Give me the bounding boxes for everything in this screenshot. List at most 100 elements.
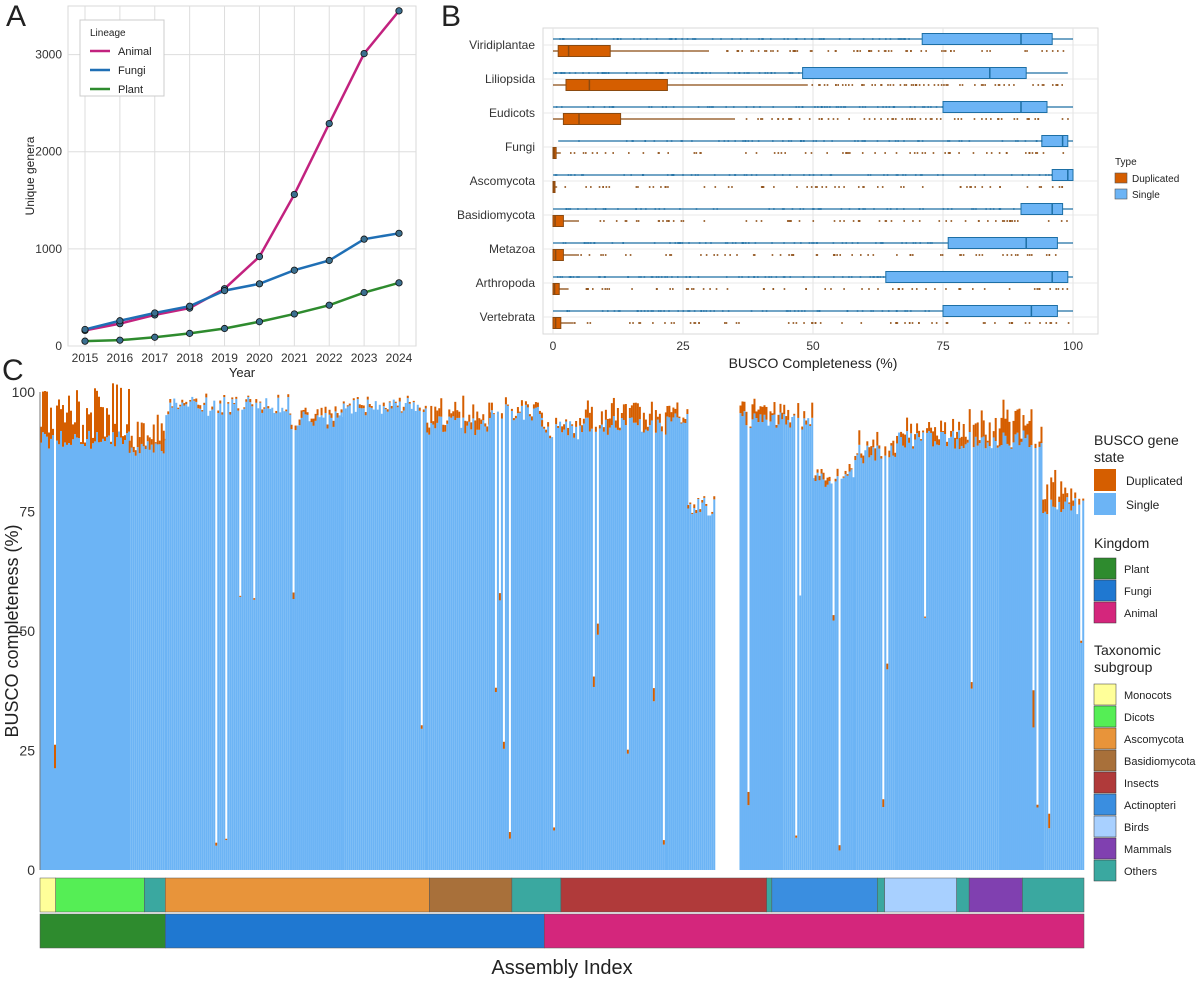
bar-single [940, 431, 943, 870]
outlier-single [894, 140, 897, 142]
bar-single [203, 404, 206, 870]
outlier-duplicated [900, 186, 902, 188]
bar-duplicated [793, 413, 796, 416]
outlier-single [604, 208, 607, 210]
bar-single [253, 599, 256, 870]
outlier-single [904, 174, 907, 176]
bar-single [128, 452, 131, 870]
bar-single [207, 415, 210, 870]
outlier-single [869, 276, 872, 278]
bar-duplicated [227, 402, 230, 404]
outlier-duplicated [958, 152, 960, 154]
outlier-duplicated [899, 84, 902, 86]
outlier-single [1001, 140, 1004, 142]
outlier-single [837, 106, 840, 108]
bar-duplicated [456, 410, 459, 418]
outlier-duplicated [627, 152, 630, 154]
bar-single [866, 445, 869, 870]
outlier-single [640, 208, 642, 210]
bar-duplicated [844, 470, 847, 475]
outlier-single [603, 276, 606, 278]
bar-single [245, 401, 248, 870]
outlier-single [1045, 174, 1047, 176]
bar-duplicated [1044, 499, 1047, 512]
outlier-duplicated [971, 288, 974, 290]
outlier-duplicated [731, 186, 733, 188]
outlier-single [647, 310, 649, 312]
bar-duplicated [638, 406, 641, 420]
outlier-single [883, 174, 885, 176]
outlier-single [644, 140, 647, 142]
bar-single [462, 417, 465, 870]
outlier-single [693, 310, 696, 312]
legend-swatch [1093, 815, 1117, 838]
bar-single [42, 432, 44, 870]
bar-single [500, 418, 503, 870]
outlier-single [803, 310, 806, 312]
bar-duplicated [78, 401, 80, 439]
outlier-duplicated [789, 50, 791, 52]
outlier-duplicated [986, 50, 988, 52]
bar-duplicated [848, 464, 851, 472]
bar-single [261, 412, 264, 870]
outlier-duplicated [600, 254, 602, 256]
bar-duplicated [189, 399, 192, 402]
bar-single [986, 442, 989, 870]
bar-duplicated [697, 498, 700, 499]
bar-single [422, 411, 425, 870]
bar-duplicated [1000, 417, 1003, 446]
outlier-duplicated [752, 254, 755, 256]
bar-single [658, 422, 661, 870]
outlier-single [725, 276, 728, 278]
bar-single [676, 417, 679, 870]
outlier-duplicated [790, 118, 793, 120]
bar-single [926, 432, 929, 870]
bar-single [50, 438, 52, 870]
bar-single [498, 600, 501, 870]
outlier-duplicated [870, 50, 873, 52]
outlier-duplicated [1024, 50, 1026, 52]
subgroup-strip-segment [766, 877, 773, 913]
outlier-single [787, 310, 789, 312]
outlier-single [734, 174, 736, 176]
outlier-single [577, 208, 579, 210]
outlier-duplicated [635, 220, 638, 222]
bar-single [120, 437, 122, 870]
y-tick-label: 75 [19, 504, 35, 520]
bar-duplicated [199, 405, 202, 409]
outlier-duplicated [725, 322, 728, 324]
bar-single [92, 443, 94, 870]
x-tick-label: 2024 [386, 351, 413, 365]
bar-duplicated [520, 400, 523, 406]
outlier-duplicated [716, 254, 719, 256]
outlier-duplicated [973, 118, 976, 120]
bar-duplicated [494, 687, 497, 693]
bar-duplicated [801, 426, 804, 430]
bar-single [488, 417, 491, 870]
bar-single [1068, 503, 1071, 870]
outlier-single [597, 72, 599, 74]
outlier-single [592, 106, 595, 108]
outlier-duplicated [1016, 118, 1019, 120]
outlier-single [635, 208, 638, 210]
bar-single [890, 445, 893, 870]
bar-duplicated [658, 413, 661, 423]
bar-single [356, 399, 359, 870]
bar-duplicated [876, 431, 879, 446]
outlier-duplicated [1055, 84, 1057, 86]
bar-duplicated [384, 407, 387, 410]
bar-single [58, 444, 60, 870]
bar-duplicated [1018, 408, 1021, 446]
legend-box [79, 19, 165, 97]
bar-single [46, 436, 48, 870]
outlier-single [669, 242, 671, 244]
outlier-duplicated [652, 322, 654, 324]
outlier-duplicated [1026, 186, 1029, 188]
outlier-duplicated [969, 186, 971, 188]
y-axis-title: Unique genera [23, 136, 37, 215]
bar-single [596, 634, 599, 870]
outlier-duplicated [887, 118, 889, 120]
legend-title: Lineage [90, 28, 126, 39]
outlier-duplicated [582, 152, 585, 154]
bar-duplicated [1004, 418, 1007, 436]
